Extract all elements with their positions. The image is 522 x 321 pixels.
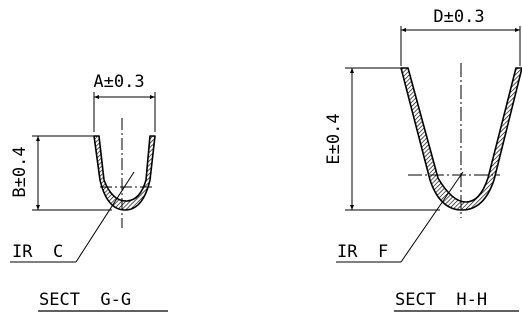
section-g-g: A±0.3 B±0.4 IR C SECT G-G	[10, 72, 168, 312]
profile-g-g	[93, 135, 156, 211]
section-title-g-g: SECT G-G	[39, 290, 131, 310]
section-title-h-h: SECT H-H	[395, 290, 487, 310]
radius-note-g: IR C	[12, 242, 63, 262]
width-dimension-label-g: A±0.3	[93, 72, 144, 92]
radius-note-h: IR F	[337, 242, 388, 262]
section-h-h: D±0.3 E±0.4 IR F SECT H-H	[324, 7, 522, 312]
width-dimension-label-h: D±0.3	[433, 7, 484, 27]
height-dimension-label-h: E±0.4	[324, 113, 344, 164]
height-dimension-label-g: B±0.4	[10, 146, 30, 197]
radius-leader-g	[75, 171, 135, 263]
radius-leader-h	[400, 171, 464, 263]
